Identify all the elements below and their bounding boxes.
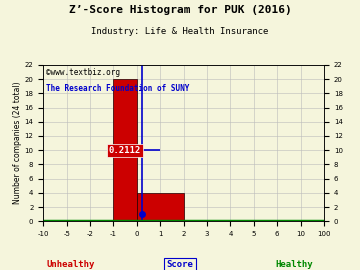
Text: 0.2112: 0.2112 [109,146,141,155]
Text: ©www.textbiz.org: ©www.textbiz.org [46,68,120,77]
Text: Healthy: Healthy [275,260,313,269]
Text: Z’-Score Histogram for PUK (2016): Z’-Score Histogram for PUK (2016) [69,5,291,15]
Text: The Research Foundation of SUNY: The Research Foundation of SUNY [46,84,189,93]
Y-axis label: Number of companies (24 total): Number of companies (24 total) [13,82,22,204]
Bar [137,193,184,221]
Text: Unhealthy: Unhealthy [47,260,95,269]
Bar [113,79,137,221]
Text: Industry: Life & Health Insurance: Industry: Life & Health Insurance [91,27,269,36]
Text: Score: Score [167,260,193,269]
